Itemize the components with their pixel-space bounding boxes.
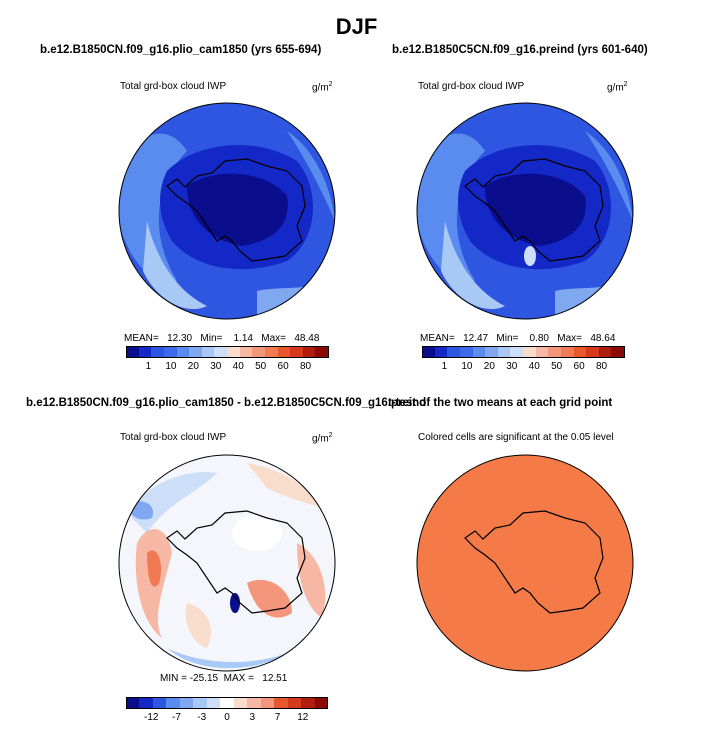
colorbar-swatch (233, 697, 248, 709)
colorbar-label: 3 (249, 712, 256, 723)
colorbar-swatch (523, 346, 537, 358)
colorbar-swatch (247, 697, 262, 709)
colorbar-swatch (252, 346, 266, 358)
colorbar-swatch (472, 346, 486, 358)
figure-title: DJF (335, 14, 378, 39)
colorbar-label: 60 (277, 361, 289, 372)
panel3-colorbar-labels: -12 -7 -3 0 3 7 12 (126, 712, 328, 724)
panel4-map (416, 454, 634, 672)
colorbar-swatch (163, 346, 177, 358)
colorbar-label: 50 (551, 361, 563, 372)
panel1-colorbar (126, 346, 329, 358)
colorbar-swatch (485, 346, 499, 358)
panel2-colorbar-labels: 1 10 20 30 40 50 60 80 (422, 361, 624, 373)
panel2-title: b.e12.B1850C5CN.f09_g16.preind (yrs 601-… (392, 44, 648, 56)
colorbar-swatch (314, 697, 329, 709)
panel3-subtitle: Total grd-box cloud IWP (120, 432, 227, 443)
panel1-title: b.e12.B1850CN.f09_g16.plio_cam1850 (yrs … (40, 44, 322, 56)
colorbar-swatch (176, 346, 190, 358)
colorbar-label: 10 (461, 361, 473, 372)
colorbar-swatch (315, 346, 329, 358)
colorbar-swatch (138, 346, 152, 358)
colorbar-swatch (201, 346, 215, 358)
colorbar-label: 12 (297, 712, 309, 723)
colorbar-label: -7 (172, 712, 181, 723)
colorbar-swatch (179, 697, 194, 709)
colorbar-swatch (152, 697, 167, 709)
panel3-colorbar (126, 697, 329, 709)
colorbar-swatch (166, 697, 181, 709)
colorbar-label: 1 (441, 361, 448, 372)
colorbar-swatch (497, 346, 511, 358)
panel1-stats: MEAN= 12.30 Min= 1.14 Max= 48.48 (124, 333, 320, 344)
colorbar-swatch (287, 697, 302, 709)
colorbar-label: 1 (145, 361, 152, 372)
colorbar-label: 20 (483, 361, 495, 372)
colorbar-label: 20 (187, 361, 199, 372)
colorbar-label: 50 (255, 361, 267, 372)
colorbar-swatch (611, 346, 625, 358)
colorbar-swatch (434, 346, 448, 358)
colorbar-swatch (214, 346, 228, 358)
colorbar-swatch (598, 346, 612, 358)
panel4-coastline (464, 510, 604, 614)
colorbar-swatch (264, 346, 278, 358)
colorbar-label: -12 (144, 712, 159, 723)
colorbar-label: 80 (595, 361, 608, 372)
colorbar-swatch (126, 697, 140, 709)
colorbar-swatch (535, 346, 549, 358)
colorbar-swatch (560, 346, 574, 358)
colorbar-swatch (151, 346, 165, 358)
panel2-coastline (464, 158, 604, 262)
colorbar-label: 60 (573, 361, 585, 372)
colorbar-label: 7 (274, 712, 281, 723)
panel1-units: g/m2 (312, 81, 333, 94)
panel3-units: g/m2 (312, 432, 333, 445)
colorbar-swatch (277, 346, 291, 358)
colorbar-swatch (189, 346, 203, 358)
colorbar-label: 80 (299, 361, 312, 372)
colorbar-label: 10 (165, 361, 177, 372)
colorbar-label: 0 (224, 712, 230, 723)
colorbar-swatch (193, 697, 208, 709)
panel2-subtitle: Total grd-box cloud IWP (418, 81, 525, 92)
panel1-colorbar-labels: 1 10 20 30 40 50 60 80 (126, 361, 328, 373)
colorbar-swatch (422, 346, 436, 358)
colorbar-swatch (548, 346, 562, 358)
colorbar-swatch (447, 346, 461, 358)
colorbar-label: 40 (528, 361, 540, 372)
colorbar-swatch (227, 346, 241, 358)
panel3-title: b.e12.B1850CN.f09_g16.plio_cam1850 - b.e… (26, 397, 427, 409)
panel2-colorbar (422, 346, 625, 358)
panel3-map (118, 454, 336, 672)
colorbar-swatch (220, 697, 235, 709)
colorbar-label: 30 (210, 361, 222, 372)
panel1-subtitle: Total grd-box cloud IWP (120, 81, 227, 92)
colorbar-swatch (510, 346, 524, 358)
colorbar-swatch (301, 697, 316, 709)
panel3-stats: MIN = -25.15 MAX = 12.51 (160, 673, 288, 684)
colorbar-swatch (274, 697, 289, 709)
panel4-subtitle: Colored cells are significant at the 0.0… (418, 432, 614, 443)
colorbar-swatch (586, 346, 600, 358)
colorbar-swatch (302, 346, 316, 358)
colorbar-swatch (206, 697, 221, 709)
panel2-units: g/m2 (607, 81, 628, 94)
colorbar-swatch (459, 346, 473, 358)
panel4-title: t-test of the two means at each grid poi… (388, 397, 613, 409)
colorbar-swatch (126, 346, 140, 358)
colorbar-swatch (260, 697, 275, 709)
panel1-map (118, 102, 336, 320)
panel3-coastline (166, 510, 306, 614)
colorbar-swatch (573, 346, 587, 358)
colorbar-swatch (239, 346, 253, 358)
colorbar-label: 40 (232, 361, 244, 372)
colorbar-label: 30 (506, 361, 518, 372)
panel2-map (416, 102, 634, 320)
colorbar-swatch (139, 697, 154, 709)
colorbar-label: -3 (197, 712, 207, 723)
panel2-stats: MEAN= 12.47 Min= 0.80 Max= 48.64 (420, 333, 616, 344)
panel1-coastline (166, 158, 306, 262)
colorbar-swatch (290, 346, 304, 358)
